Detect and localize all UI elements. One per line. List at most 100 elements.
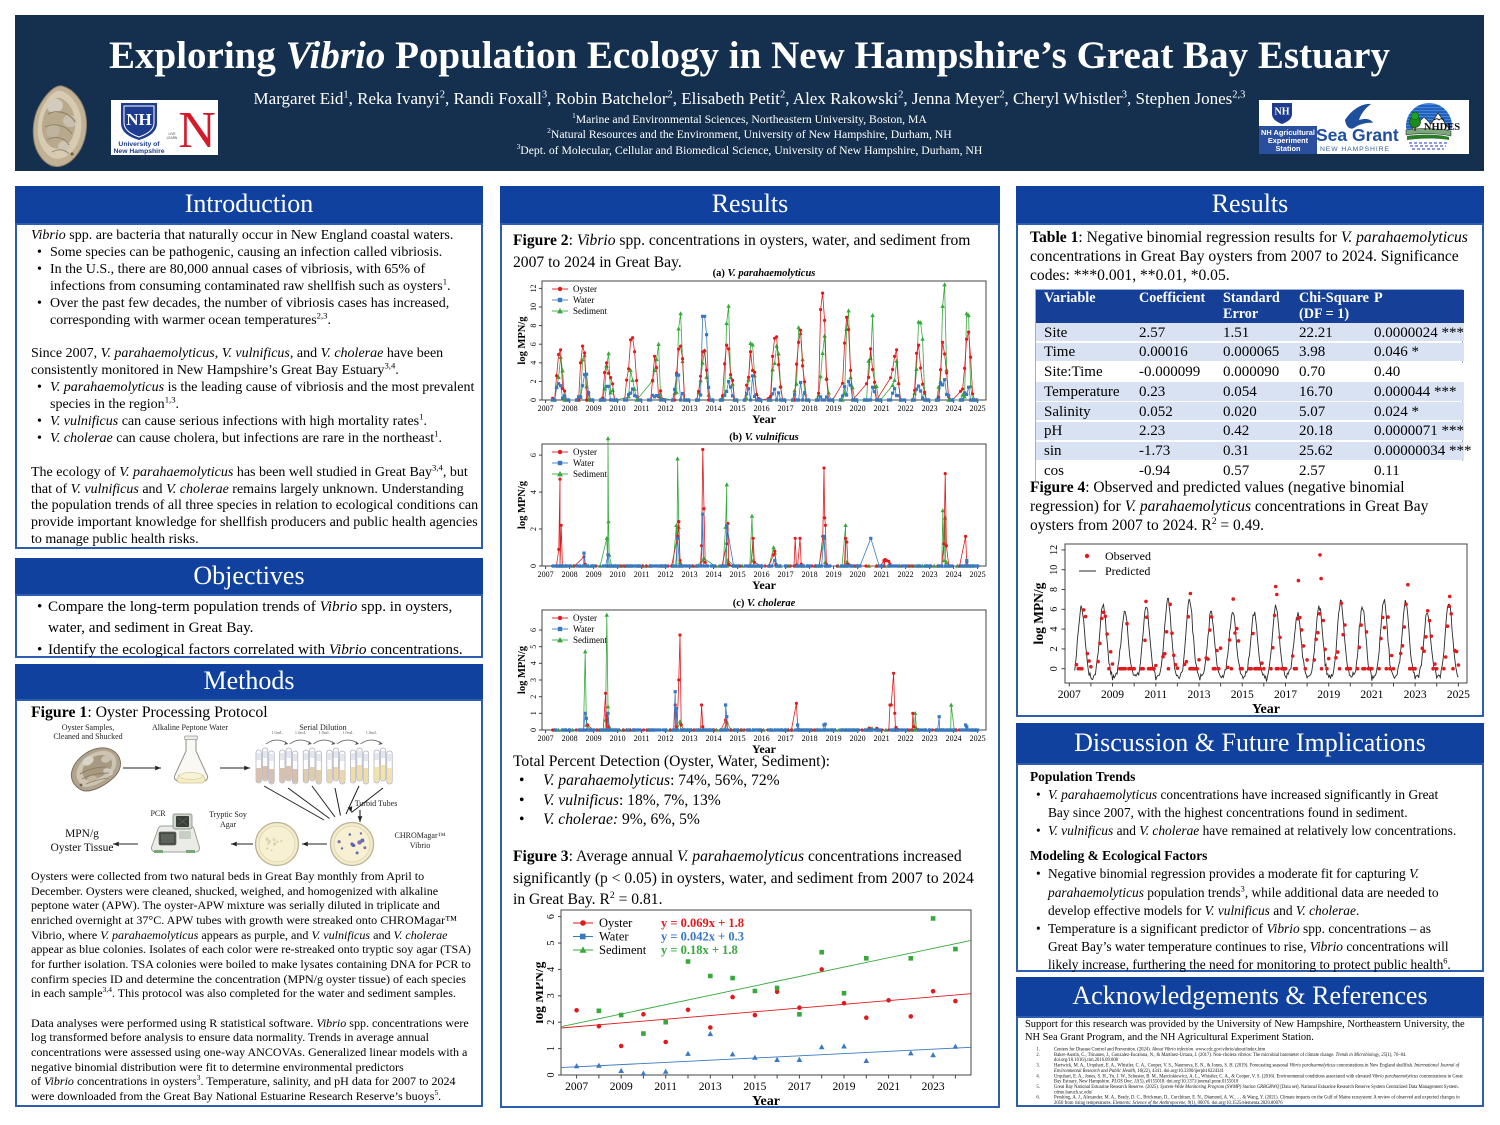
svg-text:MPN/g: MPN/g [65, 828, 99, 840]
svg-text:2014: 2014 [706, 570, 722, 579]
svg-text:Serial Dilution: Serial Dilution [299, 723, 346, 732]
svg-text:5: 5 [546, 941, 557, 946]
svg-text:6: 6 [546, 914, 557, 919]
svg-text:2010: 2010 [610, 404, 626, 413]
svg-text:2016: 2016 [754, 570, 770, 579]
svg-text:Station: Station [1275, 144, 1301, 153]
svg-text:2013: 2013 [682, 404, 698, 413]
svg-text:2023: 2023 [1404, 689, 1427, 701]
svg-text:2021: 2021 [1360, 689, 1383, 701]
svg-text:2009: 2009 [1101, 689, 1124, 701]
svg-text:2015: 2015 [730, 734, 746, 743]
svg-text:2016: 2016 [754, 404, 770, 413]
svg-text:Sediment: Sediment [573, 635, 607, 645]
svg-text:NEW HAMPSHIRE: NEW HAMPSHIRE [1320, 146, 1390, 153]
svg-text:2022: 2022 [898, 570, 914, 579]
svg-text:10: 10 [1049, 565, 1060, 575]
svg-text:Sediment: Sediment [573, 306, 607, 316]
svg-text:4: 4 [529, 361, 538, 365]
svg-text:2024: 2024 [946, 570, 962, 579]
svg-text:2019: 2019 [826, 404, 842, 413]
svg-text:Agar: Agar [220, 820, 236, 829]
svg-text:Oyster: Oyster [573, 447, 597, 457]
svg-text:2023: 2023 [922, 734, 938, 743]
svg-text:Year: Year [752, 1094, 780, 1106]
svg-text:8: 8 [1049, 587, 1060, 592]
svg-text:1.0mL: 1.0mL [271, 730, 283, 735]
svg-text:2011: 2011 [634, 570, 650, 579]
svg-text:2: 2 [529, 527, 538, 531]
svg-text:Sea Grant: Sea Grant [1316, 125, 1399, 145]
svg-text:Sediment: Sediment [573, 469, 607, 479]
svg-text:0: 0 [529, 398, 538, 402]
svg-text:2020: 2020 [850, 404, 866, 413]
svg-text:2013: 2013 [682, 570, 698, 579]
svg-text:Vibrio: Vibrio [410, 841, 430, 850]
svg-text:Predicted: Predicted [1105, 564, 1150, 578]
svg-text:2007: 2007 [538, 404, 554, 413]
svg-text:4: 4 [529, 661, 538, 665]
svg-text:Sediment: Sediment [599, 943, 647, 957]
svg-text:2025: 2025 [970, 734, 986, 743]
svg-text:2010: 2010 [610, 734, 626, 743]
svg-text:2011: 2011 [634, 734, 650, 743]
svg-text:2024: 2024 [946, 404, 962, 413]
svg-text:2011: 2011 [654, 1081, 677, 1093]
svg-text:Oyster: Oyster [573, 284, 597, 294]
svg-text:1.0mL: 1.0mL [295, 730, 307, 735]
svg-text:0: 0 [1049, 666, 1060, 671]
svg-text:1: 1 [546, 1046, 557, 1051]
svg-text:Observed: Observed [1105, 549, 1151, 563]
svg-text:Turbid Tubes: Turbid Tubes [355, 799, 398, 808]
svg-text:2017: 2017 [1274, 689, 1297, 701]
svg-text:2012: 2012 [658, 570, 674, 579]
svg-text:2021: 2021 [874, 404, 890, 413]
svg-text:log MPN/g: log MPN/g [517, 316, 528, 365]
svg-text:2015: 2015 [730, 570, 746, 579]
svg-text:Year: Year [752, 742, 777, 756]
svg-text:2014: 2014 [706, 734, 722, 743]
svg-text:Oyster Samples,: Oyster Samples, [62, 723, 114, 732]
svg-text:log MPN/g: log MPN/g [517, 645, 528, 694]
svg-text:2022: 2022 [898, 734, 914, 743]
svg-text:2018: 2018 [802, 570, 818, 579]
svg-text:1.0mL: 1.0mL [319, 730, 331, 735]
svg-text:2021: 2021 [874, 734, 890, 743]
svg-text:Water: Water [573, 295, 594, 305]
svg-text:(c) V. cholerae: (c) V. cholerae [733, 598, 796, 609]
svg-text:2017: 2017 [778, 570, 794, 579]
svg-text:10: 10 [529, 303, 538, 311]
svg-text:2022: 2022 [898, 404, 914, 413]
svg-text:NH: NH [126, 110, 152, 129]
svg-text:2014: 2014 [706, 404, 722, 413]
svg-text:2012: 2012 [658, 734, 674, 743]
svg-text:2012: 2012 [658, 404, 674, 413]
svg-text:Alkaline Peptone Water: Alkaline Peptone Water [152, 723, 228, 732]
svg-text:CHROMagar™: CHROMagar™ [395, 831, 446, 840]
svg-text:University of: University of [118, 141, 160, 148]
svg-text:2009: 2009 [586, 570, 602, 579]
svg-text:2020: 2020 [850, 734, 866, 743]
svg-text:Year: Year [1252, 702, 1280, 717]
svg-text:Water: Water [573, 624, 594, 634]
svg-text:Year: Year [752, 578, 777, 592]
svg-text:Year: Year [752, 412, 777, 426]
svg-text:2016: 2016 [754, 734, 770, 743]
svg-text:12: 12 [529, 284, 538, 292]
svg-text:PCR: PCR [150, 809, 166, 818]
svg-text:2011: 2011 [634, 404, 650, 413]
svg-text:1: 1 [529, 711, 538, 715]
svg-text:2: 2 [546, 1020, 557, 1025]
svg-text:Oyster: Oyster [573, 613, 597, 623]
svg-text:2023: 2023 [922, 1081, 945, 1093]
svg-text:2009: 2009 [610, 1081, 633, 1093]
svg-text:2009: 2009 [586, 734, 602, 743]
svg-text:4: 4 [1049, 627, 1060, 632]
svg-text:2008: 2008 [562, 734, 578, 743]
svg-text:2018: 2018 [802, 404, 818, 413]
svg-text:2019: 2019 [826, 734, 842, 743]
svg-text:2023: 2023 [922, 570, 938, 579]
svg-text:2018: 2018 [802, 734, 818, 743]
svg-text:2017: 2017 [778, 734, 794, 743]
svg-text:2025: 2025 [1447, 689, 1470, 701]
